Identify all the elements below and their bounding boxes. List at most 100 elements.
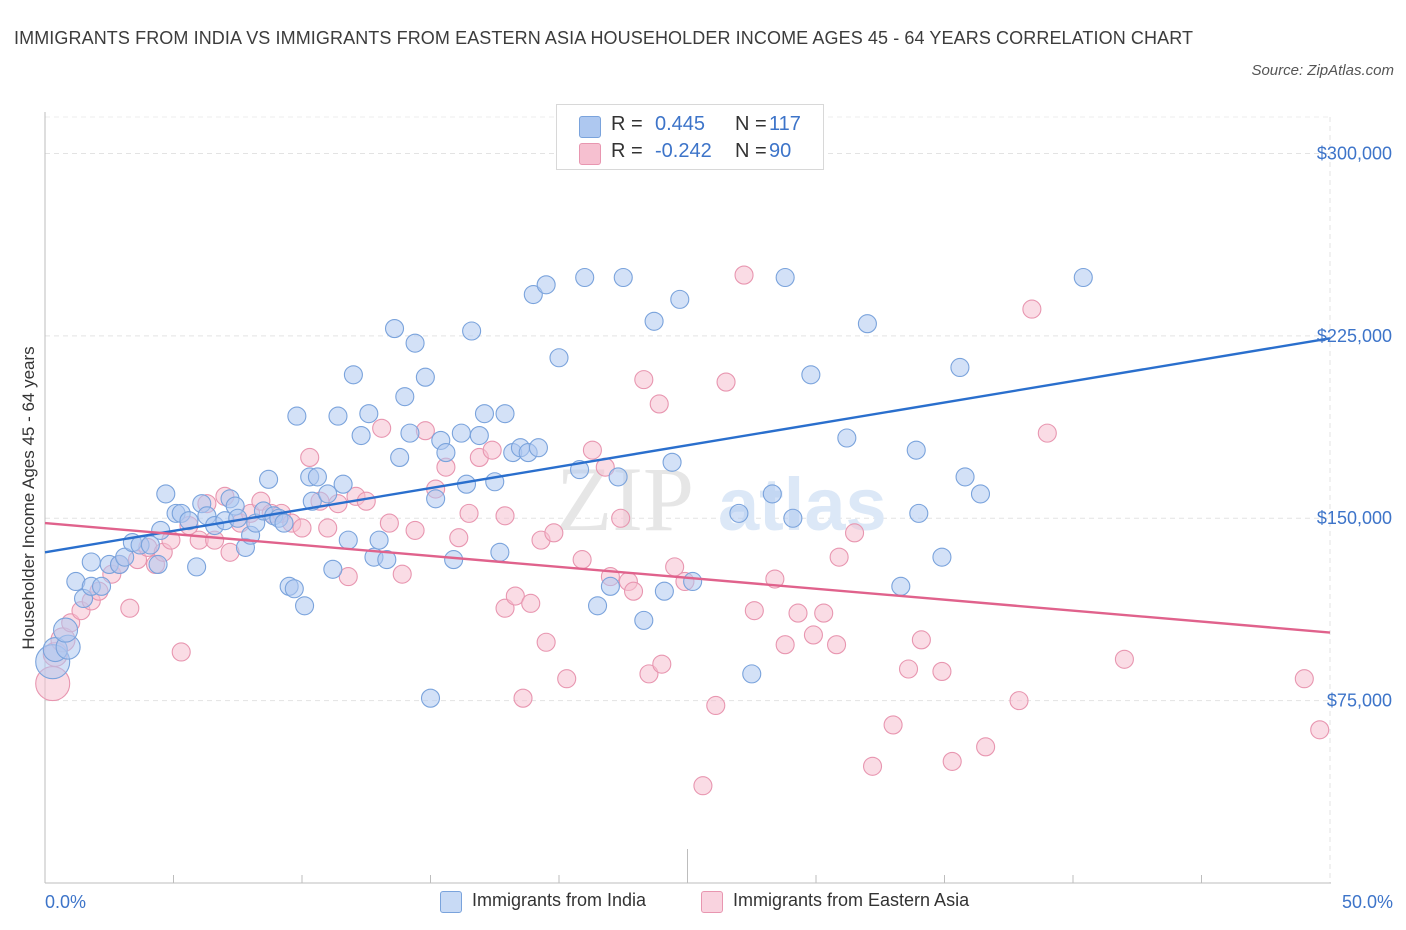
point-india (284, 579, 304, 599)
point-india (762, 484, 782, 504)
point-eastern-asia (898, 659, 919, 679)
point-eastern-asia (482, 440, 502, 460)
point-eastern-asia (495, 506, 515, 526)
point-eastern-asia (1009, 691, 1029, 711)
point-eastern-asia (765, 569, 785, 589)
point-eastern-asia (634, 370, 654, 390)
point-eastern-asia (1114, 649, 1134, 669)
point-eastern-asia (379, 513, 399, 533)
point-india (307, 467, 327, 487)
y-tick-label: $300,000 (1317, 143, 1392, 163)
point-eastern-asia (582, 440, 602, 460)
bottom-legend-swatch-asia (701, 891, 723, 913)
point-eastern-asia (572, 550, 592, 570)
y-axis-label: Householder Income Ages 45 - 64 years (19, 346, 38, 649)
point-india (426, 489, 446, 509)
point-india (420, 688, 441, 708)
point-eastern-asia (883, 715, 903, 735)
point-eastern-asia (120, 598, 140, 618)
tick-labels: $75,000 $150,000 $225,000 $300,000 0.0% 50.0% (45, 143, 1393, 912)
point-india (644, 311, 664, 331)
point-eastern-asia (827, 635, 847, 655)
point-eastern-asia (814, 603, 834, 623)
point-india (323, 559, 343, 579)
point-eastern-asia (716, 372, 736, 392)
point-india (906, 440, 926, 460)
point-india (654, 581, 674, 601)
point-eastern-asia (829, 547, 849, 567)
point-india (287, 406, 307, 426)
point-india (608, 467, 628, 487)
point-india (536, 275, 556, 295)
point-eastern-asia (803, 625, 823, 645)
point-eastern-asia (706, 695, 726, 716)
point-india (81, 552, 101, 572)
point-india (469, 426, 489, 446)
legend-r-label: R = (611, 113, 643, 135)
point-india (742, 664, 762, 684)
point-india (451, 423, 471, 443)
point-eastern-asia (862, 756, 883, 776)
point-eastern-asia (405, 520, 425, 540)
point-india (801, 365, 821, 385)
point-eastern-asia (1022, 299, 1042, 319)
point-india (187, 557, 207, 577)
point-india (351, 426, 371, 446)
bottom-legend-swatch-india (440, 891, 462, 913)
point-eastern-asia (942, 751, 962, 771)
point-india (634, 610, 654, 630)
point-india (932, 547, 952, 567)
point-india (384, 319, 405, 339)
point-india (783, 508, 803, 528)
legend-r-label: R = (611, 140, 643, 162)
point-india (148, 554, 168, 574)
point-india (837, 428, 857, 448)
point-eastern-asia (338, 567, 358, 587)
point-india (970, 484, 991, 504)
point-eastern-asia (1294, 669, 1314, 689)
point-india (462, 321, 482, 341)
point-india (318, 484, 338, 504)
point-india (302, 491, 322, 511)
legend-n-label: N = (735, 140, 767, 162)
point-eastern-asia (734, 265, 754, 285)
point-india (395, 387, 415, 407)
point-india (490, 542, 510, 562)
bottom-legend-label-india: Immigrants from India (472, 890, 647, 910)
point-india (587, 596, 608, 616)
point-eastern-asia (611, 508, 631, 528)
point-eastern-asia (788, 603, 808, 623)
point-india (528, 438, 548, 458)
point-eastern-asia (1037, 423, 1057, 443)
point-india (909, 503, 929, 523)
point-india (523, 284, 543, 305)
point-india (405, 333, 425, 353)
point-eastern-asia (513, 688, 533, 708)
point-eastern-asia (449, 528, 469, 548)
point-eastern-asia (652, 654, 672, 674)
point-india (474, 404, 495, 424)
point-eastern-asia (744, 601, 764, 621)
point-india (436, 443, 456, 463)
point-india (328, 406, 348, 426)
point-india (151, 520, 171, 540)
point-eastern-asia (292, 518, 312, 538)
point-eastern-asia (976, 737, 996, 757)
source-credit: Source: ZipAtlas.com (1251, 62, 1394, 79)
legend-n-value-india: 117 (769, 113, 801, 135)
point-india (338, 530, 358, 550)
point-eastern-asia (536, 632, 556, 652)
point-india (613, 267, 633, 288)
point-india (91, 576, 112, 596)
point-eastern-asia (932, 661, 952, 681)
legend-r-value-india: 0.445 (655, 113, 706, 135)
point-india (359, 404, 379, 424)
chart-title: IMMIGRANTS FROM INDIA VS IMMIGRANTS FROM… (14, 28, 1194, 48)
point-india (495, 404, 515, 424)
legend-swatch-asia (579, 143, 601, 165)
point-india (549, 348, 569, 368)
point-eastern-asia (495, 598, 515, 618)
point-eastern-asia (639, 664, 659, 684)
x-tick-label: 0.0% (45, 892, 86, 912)
